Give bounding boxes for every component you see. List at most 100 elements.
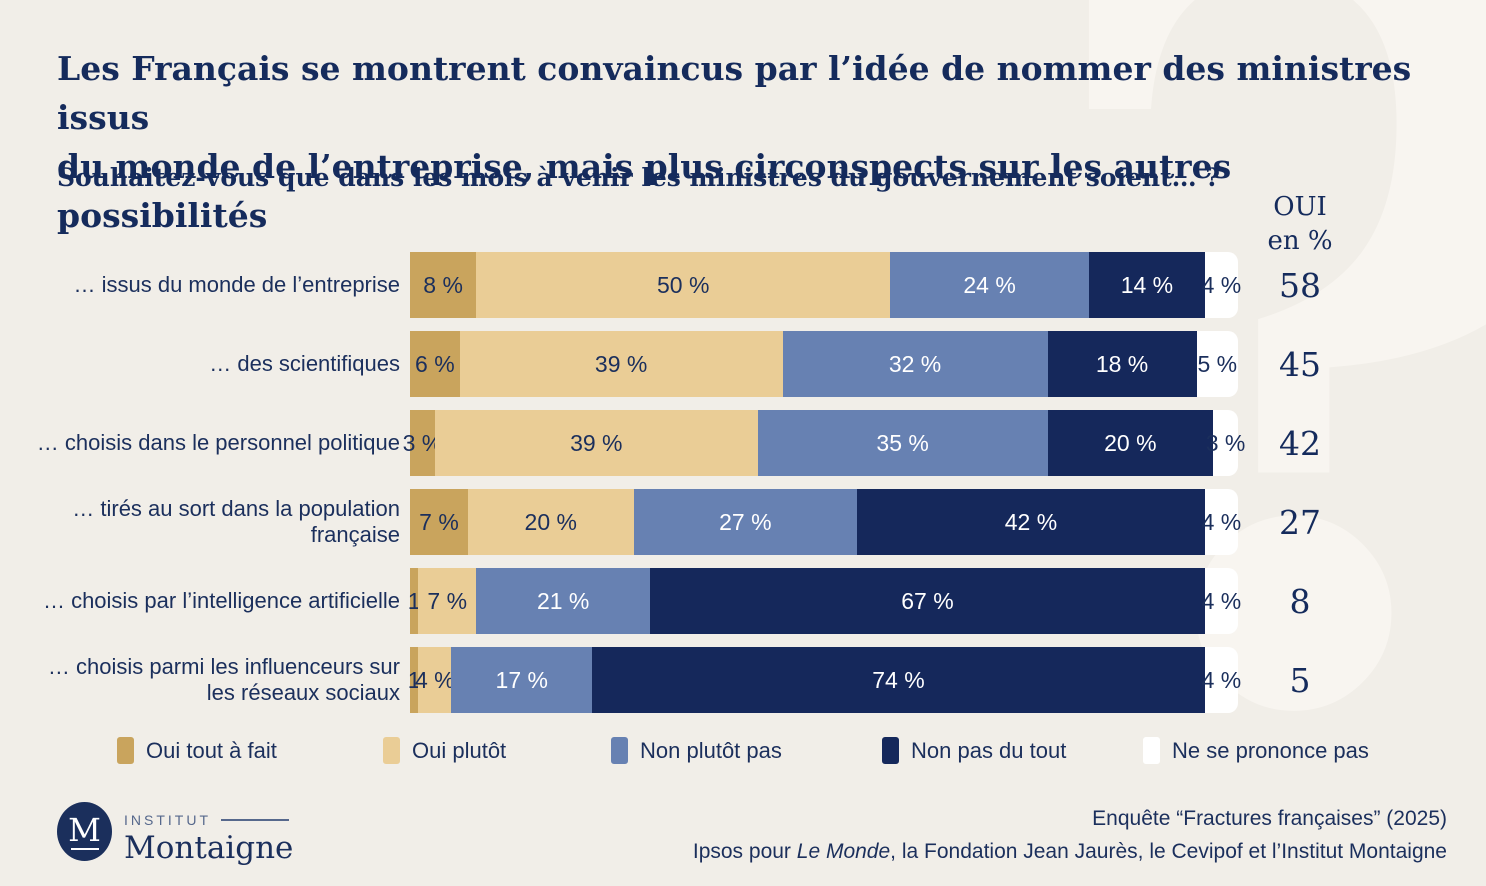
survey-question: Souhaitez-vous que dans les mois à venir… [57,163,1221,192]
category-label: … tirés au sort dans la population franç… [72,496,400,547]
bar-segment: 39 % [459,331,783,397]
legend-label: Oui plutôt [412,737,507,763]
source-line1: Enquête “Fractures françaises” (2025) [1092,807,1447,830]
logo-dash [221,819,289,821]
bar-segment-value: 20 % [524,508,577,535]
oui-column-header: OUI en % [1248,190,1352,258]
oui-total: 8 [1289,581,1311,621]
category-label: … choisis parmi les influenceurs sur les… [47,654,400,705]
bar-segment: 1 [408,647,421,713]
legend-item: Ne se prononce pas [1143,737,1369,764]
category-label: … choisis par l’intelligence artificiell… [42,588,400,613]
bar-segment-value: 14 % [1120,271,1174,298]
institut-montaigne-logo: M [57,802,112,861]
legend-label: Non pas du tout [911,737,1067,763]
oui-total: 27 [1279,502,1321,542]
bar-segment: 1 [407,568,421,634]
source-line2: Ipsos pour Le Monde, la Fondation Jean J… [692,840,1447,863]
chart-title-line1: Les Français se montrent convaincus par … [57,49,1412,137]
bar-segment: 42 % [857,489,1205,555]
bar-segment: 4 % [1202,252,1241,318]
logo-institut-label: INSTITUT [124,812,211,828]
logo-m-letter: M [68,810,101,849]
oui-total: 5 [1289,660,1311,700]
category-label: … des scientifiques [209,351,400,376]
legend-swatch [117,737,134,764]
bar-segment: 67 % [650,568,1205,634]
bar-segment: 7 % [418,568,477,634]
bar-segment-value: 27 % [719,508,772,535]
bar-segment: 4 % [1202,568,1241,634]
legend-item: Oui plutôt [383,737,506,764]
source-le-monde: Le Monde [796,840,891,863]
bar-row: 3 % 39 % 35 % 20 % 3 % [403,410,1245,476]
oui-total: 58 [1279,265,1321,305]
bar-segment: 3 % [403,410,442,476]
legend-label: Oui tout à fait [146,737,277,763]
bar-segment-value: 7 % [419,508,459,535]
bar-segment-value: 4 % [415,666,455,693]
bar-segment: 35 % [757,410,1048,476]
bar-segment-value: 4 % [1201,271,1242,298]
bar-segment: 4 % [415,647,455,713]
category-label: … choisis dans le personnel politique [36,430,400,455]
oui-total: 42 [1279,423,1321,463]
bar-segment: 39 % [434,410,758,476]
bar-segment: 8 % [410,252,477,318]
bar-segment: 6 % [410,331,460,397]
bar-segment-value: 4 % [1201,666,1242,693]
legend-label: Ne se prononce pas [1172,737,1369,763]
bar-segment: 18 % [1047,331,1197,397]
bar-segment: 4 % [1202,489,1241,555]
bar-segment-value: 74 % [872,666,925,693]
bar-segment-value: 35 % [876,429,929,456]
bar-segment-value: 5 % [1197,350,1238,377]
legend-item: Non pas du tout [882,737,1066,764]
legend-swatch [611,737,628,764]
bar-segment-value: 42 % [1004,508,1058,535]
bar-row: 7 % 20 % 27 % 42 % 4 % [410,489,1241,555]
legend-swatch [383,737,400,764]
bar-segment: 27 % [633,489,858,555]
oui-total: 45 [1279,344,1321,384]
chart-title: Les Français se montrent convaincus par … [57,44,1417,240]
bar-segment: 4 % [1202,647,1241,713]
bar-segment: 14 % [1088,252,1205,318]
legend-label: Non plutôt pas [640,737,782,763]
bar-segment-value: 32 % [888,350,942,377]
bar-segment-value: 21 % [536,587,590,614]
bar-segment-value: 39 % [594,350,648,377]
legend-swatch [1143,737,1160,764]
source-attribution: Enquête “Fractures françaises” (2025) Ip… [547,802,1447,868]
bar-segment-value: 8 % [423,271,463,298]
bar-row: 6 % 39 % 32 % 18 % 5 % [410,331,1238,397]
bar-segment-value: 4 % [1201,508,1242,535]
bar-segment-value: 17 % [495,666,548,693]
bar-segment-value: 3 % [1205,429,1246,456]
bar-segment: 21 % [476,568,651,634]
bar-segment: 32 % [782,331,1048,397]
logo-m-underline [70,847,99,850]
bar-segment-value: 39 % [570,429,623,456]
bar-segment: 74 % [592,647,1205,713]
oui-column-header-line2: en % [1267,226,1333,256]
logo-montaigne-text: Montaigne [124,830,294,866]
bar-segment-value: 18 % [1095,350,1149,377]
bar-segment: 50 % [476,252,891,318]
legend-item: Oui tout à fait [117,737,277,764]
bar-segment: 24 % [890,252,1089,318]
bar-segment: 17 % [451,647,593,713]
bar-segment: 20 % [1047,410,1214,476]
bar-segment-value: 1 [407,587,421,614]
bar-segment-value: 67 % [901,587,954,614]
logo-institut-text: INSTITUT [124,812,289,828]
bar-segment-value: 50 % [657,271,710,298]
category-label: … issus du monde de l’entreprise [73,272,401,297]
oui-column-header-line1: OUI [1273,192,1327,222]
bar-segment: 20 % [467,489,634,555]
bar-segment-value: 6 % [415,350,455,377]
bar-segment: 3 % [1206,410,1245,476]
